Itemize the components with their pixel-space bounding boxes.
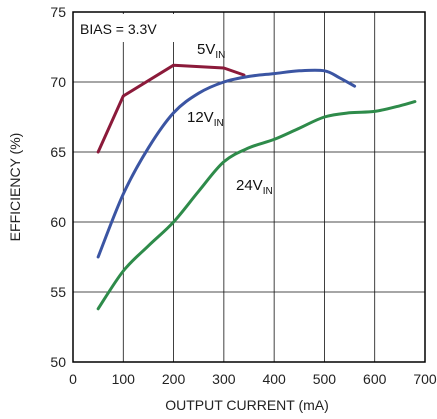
x-tick-label: 600	[363, 371, 387, 387]
y-tick-label: 50	[50, 354, 66, 370]
series-labels: 5VIN 12VIN 24VIN	[187, 41, 273, 197]
bias-annotation: BIAS = 3.3V	[80, 21, 157, 37]
x-axis-title: OUTPUT CURRENT (mA)	[165, 397, 329, 413]
annotation-box: BIAS = 3.3V	[74, 14, 176, 42]
y-tick-label: 75	[50, 4, 66, 20]
x-tick-label: 100	[112, 371, 136, 387]
y-tick-label: 60	[50, 214, 66, 230]
series-line-24v	[96, 100, 417, 311]
y-axis-title: EFFICIENCY (%)	[7, 133, 23, 242]
series-lines	[96, 63, 417, 311]
x-tick-label: 700	[413, 371, 437, 387]
series-label-12v: 12VIN	[187, 109, 224, 129]
series-line-12v	[96, 68, 357, 259]
series-line-5v	[96, 63, 246, 154]
x-tick-label: 400	[262, 371, 286, 387]
x-tick-label: 200	[162, 371, 186, 387]
y-tick-label: 65	[50, 144, 66, 160]
y-tick-label: 55	[50, 284, 66, 300]
series-label-24v: 24VIN	[236, 177, 273, 197]
x-tick-label: 500	[313, 371, 337, 387]
y-tick-label: 70	[50, 74, 66, 90]
series-label-5v: 5VIN	[197, 41, 225, 61]
x-tick-label: 300	[212, 371, 236, 387]
x-tick-label: 0	[69, 371, 77, 387]
plot-frame	[72, 11, 426, 363]
tick-labels: 0 100 200 300 400 500 600 700 50 55 60 65 70 75	[50, 4, 436, 387]
